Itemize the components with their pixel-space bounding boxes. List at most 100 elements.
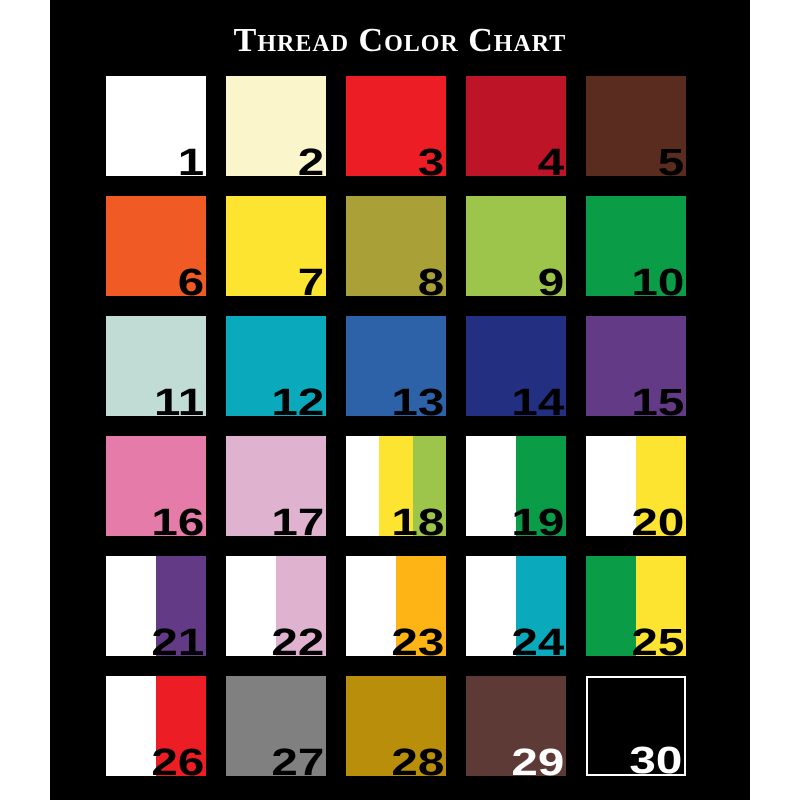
swatch-color-segment [156, 556, 206, 656]
swatch-number: 27 [271, 742, 324, 776]
swatch-color-segment [226, 436, 326, 536]
color-swatch-15: 15 [586, 316, 686, 416]
color-swatch-20: 20 [586, 436, 686, 536]
swatch-color-segment [586, 556, 636, 656]
swatch-color-segment [586, 76, 686, 176]
color-swatch-4: 4 [466, 76, 566, 176]
swatch-number: 1 [177, 142, 204, 176]
swatch-color-segment [346, 556, 396, 656]
swatch-number: 16 [151, 502, 204, 536]
color-swatch-26: 26 [106, 676, 206, 776]
color-swatch-12: 12 [226, 316, 326, 416]
swatch-number: 24 [511, 622, 564, 656]
swatch-number: 18 [391, 502, 444, 536]
color-swatch-17: 17 [226, 436, 326, 536]
swatch-color-segment [466, 76, 566, 176]
swatch-color-segment [226, 76, 326, 176]
swatch-color-segment [412, 436, 446, 536]
swatch-number: 10 [631, 262, 684, 296]
swatch-number: 29 [511, 742, 564, 776]
swatch-color-segment [466, 676, 566, 776]
swatch-color-segment [636, 556, 686, 656]
color-swatch-28: 28 [346, 676, 446, 776]
swatch-color-segment [346, 196, 446, 296]
swatch-color-segment [346, 316, 446, 416]
swatch-color-segment [226, 676, 326, 776]
swatch-color-segment [396, 556, 446, 656]
swatch-color-segment [379, 436, 413, 536]
swatch-color-segment [106, 316, 206, 416]
swatch-color-segment [586, 196, 686, 296]
chart-title: Thread Color Chart [233, 22, 567, 59]
swatch-number: 12 [271, 382, 324, 416]
swatch-color-segment [466, 436, 516, 536]
color-swatch-25: 25 [586, 556, 686, 656]
swatch-number: 9 [537, 262, 564, 296]
swatch-number: 19 [511, 502, 564, 536]
swatch-color-segment [226, 316, 326, 416]
swatch-number: 26 [151, 742, 204, 776]
swatch-number: 30 [629, 740, 682, 776]
swatch-color-segment [106, 436, 206, 536]
swatch-color-segment [466, 316, 566, 416]
swatch-color-segment [226, 556, 276, 656]
swatch-color-segment [586, 436, 636, 536]
swatch-color-segment [466, 196, 566, 296]
color-swatch-1: 1 [106, 76, 206, 176]
swatch-color-segment [226, 196, 326, 296]
swatch-color-segment [588, 678, 684, 774]
swatch-number: 17 [271, 502, 324, 536]
color-swatch-23: 23 [346, 556, 446, 656]
swatch-color-segment [156, 676, 206, 776]
color-chart-panel: Thread Color Chart 1 2 3 4 5 6 7 8 9 10 11 12 13 14 15… [50, 0, 750, 800]
swatch-number: 25 [631, 622, 684, 656]
swatch-number: 20 [631, 502, 684, 536]
swatch-grid: 1 2 3 4 5 6 7 8 9 10 11 12 13 14 15 16 17 18 19 20 21 22 23 24 2… [106, 76, 686, 776]
swatch-color-segment [346, 676, 446, 776]
swatch-number: 15 [631, 382, 684, 416]
swatch-number: 23 [391, 622, 444, 656]
color-swatch-7: 7 [226, 196, 326, 296]
color-swatch-10: 10 [586, 196, 686, 296]
swatch-color-segment [106, 676, 156, 776]
color-swatch-13: 13 [346, 316, 446, 416]
swatch-color-segment [346, 436, 380, 536]
color-swatch-6: 6 [106, 196, 206, 296]
color-swatch-19: 19 [466, 436, 566, 536]
color-swatch-2: 2 [226, 76, 326, 176]
swatch-color-segment [466, 556, 516, 656]
swatch-color-segment [586, 316, 686, 416]
swatch-color-segment [106, 556, 156, 656]
color-swatch-18: 18 [346, 436, 446, 536]
swatch-number: 22 [271, 622, 324, 656]
color-swatch-24: 24 [466, 556, 566, 656]
color-swatch-27: 27 [226, 676, 326, 776]
swatch-number: 8 [417, 262, 444, 296]
color-swatch-16: 16 [106, 436, 206, 536]
color-swatch-21: 21 [106, 556, 206, 656]
color-swatch-30: 30 [586, 676, 686, 776]
swatch-number: 7 [297, 262, 324, 296]
swatch-color-segment [106, 76, 206, 176]
swatch-number: 28 [391, 742, 444, 776]
swatch-number: 3 [417, 142, 444, 176]
swatch-number: 4 [537, 142, 564, 176]
swatch-number: 21 [151, 622, 204, 656]
color-swatch-14: 14 [466, 316, 566, 416]
color-swatch-22: 22 [226, 556, 326, 656]
color-swatch-8: 8 [346, 196, 446, 296]
swatch-number: 11 [153, 382, 204, 416]
color-swatch-9: 9 [466, 196, 566, 296]
swatch-number: 13 [391, 382, 444, 416]
swatch-number: 14 [511, 382, 564, 416]
swatch-color-segment [516, 436, 566, 536]
color-swatch-11: 11 [106, 316, 206, 416]
swatch-number: 2 [297, 142, 324, 176]
color-swatch-3: 3 [346, 76, 446, 176]
swatch-number: 6 [177, 262, 204, 296]
swatch-color-segment [636, 436, 686, 536]
color-swatch-29: 29 [466, 676, 566, 776]
swatch-color-segment [276, 556, 326, 656]
swatch-color-segment [346, 76, 446, 176]
swatch-color-segment [516, 556, 566, 656]
